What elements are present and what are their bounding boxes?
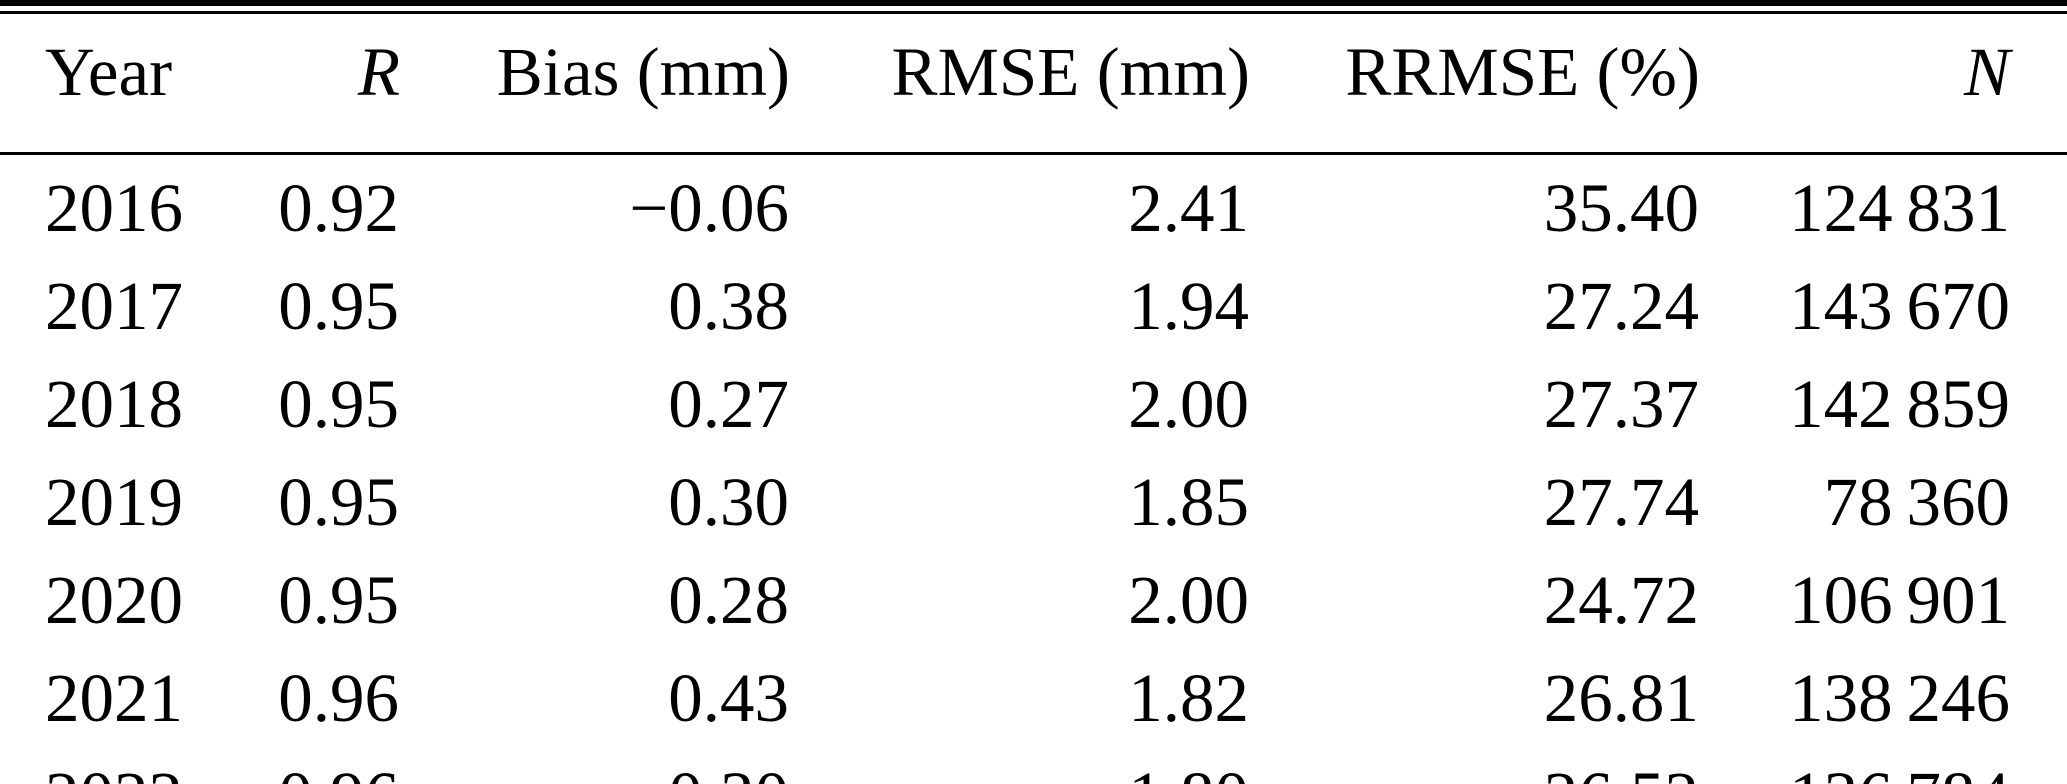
table-row: 2020 0.95 0.28 2.00 24.72 106 901	[0, 547, 2067, 645]
metrics-table: Year R Bias (mm) RMSE (mm) RRMSE (%) N 2016 0.…	[0, 14, 2067, 784]
cell-r: 0.95	[278, 562, 399, 638]
cell-rrmse: 35.40	[1543, 170, 1699, 246]
cell-rmse: 2.00	[1128, 562, 1249, 638]
table-body: 2016 0.92 −0.06 2.41 35.40 124 831 2017 0.95 0.3…	[0, 154, 2067, 784]
cell-n: 143 670	[1789, 268, 2010, 344]
cell-rrmse: 27.74	[1543, 464, 1699, 540]
cell-r: 0.96	[278, 660, 399, 736]
cell-year: 2016	[45, 170, 183, 246]
cell-year: 2022	[0, 743, 250, 784]
cell-year: 2021	[45, 660, 183, 736]
cell-rrmse: 27.24	[1543, 268, 1699, 344]
column-header-n: N	[1700, 14, 2067, 155]
top-rule-thin	[0, 11, 2067, 14]
cell-r: 0.92	[278, 170, 399, 246]
table-row: 20220.960.301.8026.52136 784	[0, 743, 2067, 784]
cell-rmse: 1.80	[790, 743, 1250, 784]
cell-n: 142 859	[1789, 366, 2010, 442]
top-rule-thick	[0, 0, 2067, 6]
table-header: Year R Bias (mm) RMSE (mm) RRMSE (%) N	[0, 14, 2067, 155]
column-header-r: R	[250, 14, 400, 155]
cell-rrmse: 26.52	[1250, 743, 1700, 784]
cell-year: 2020	[45, 562, 183, 638]
cell-year: 2018	[45, 366, 183, 442]
cell-rmse: 1.94	[1128, 268, 1249, 344]
cell-rmse: 2.41	[1128, 170, 1249, 246]
table-row: 2021 0.96 0.43 1.82 26.81 138 246	[0, 645, 2067, 743]
column-header-bias: Bias (mm)	[400, 14, 790, 155]
cell-bias: 0.28	[668, 562, 789, 638]
cell-bias: 0.38	[668, 268, 789, 344]
column-header-rrmse: RRMSE (%)	[1250, 14, 1700, 155]
table-row: 2017 0.95 0.38 1.94 27.24 143 670	[0, 253, 2067, 351]
table-row: 2016 0.92 −0.06 2.41 35.40 124 831	[0, 154, 2067, 254]
table-row: 2019 0.95 0.30 1.85 27.74 78 360	[0, 449, 2067, 547]
cell-n: 106 901	[1789, 562, 2010, 638]
cell-rmse: 2.00	[1128, 366, 1249, 442]
cell-rmse: 1.85	[1128, 464, 1249, 540]
cell-bias: 0.30	[668, 464, 789, 540]
cell-n: 138 246	[1789, 660, 2010, 736]
cell-year: 2019	[45, 464, 183, 540]
cell-rrmse: 26.81	[1543, 660, 1699, 736]
cell-r: 0.95	[278, 268, 399, 344]
cell-bias: 0.30	[400, 743, 790, 784]
cell-n: 124 831	[1789, 170, 2010, 246]
cell-r: 0.96	[250, 743, 400, 784]
cell-r: 0.95	[278, 464, 399, 540]
table-row: 2018 0.95 0.27 2.00 27.37 142 859	[0, 351, 2067, 449]
cell-bias: 0.27	[668, 366, 789, 442]
cell-bias: −0.06	[629, 170, 789, 246]
column-header-rmse: RMSE (mm)	[790, 14, 1250, 155]
cell-rrmse: 24.72	[1543, 562, 1699, 638]
cell-n: 136 784	[1700, 743, 2067, 784]
cell-year: 2017	[45, 268, 183, 344]
cell-bias: 0.43	[668, 660, 789, 736]
cell-n: 78 360	[1823, 464, 2010, 540]
cell-rrmse: 27.37	[1543, 366, 1699, 442]
cell-r: 0.95	[278, 366, 399, 442]
header-row: Year R Bias (mm) RMSE (mm) RRMSE (%) N	[0, 14, 2067, 155]
cell-rmse: 1.82	[1128, 660, 1249, 736]
column-header-year: Year	[0, 14, 250, 155]
